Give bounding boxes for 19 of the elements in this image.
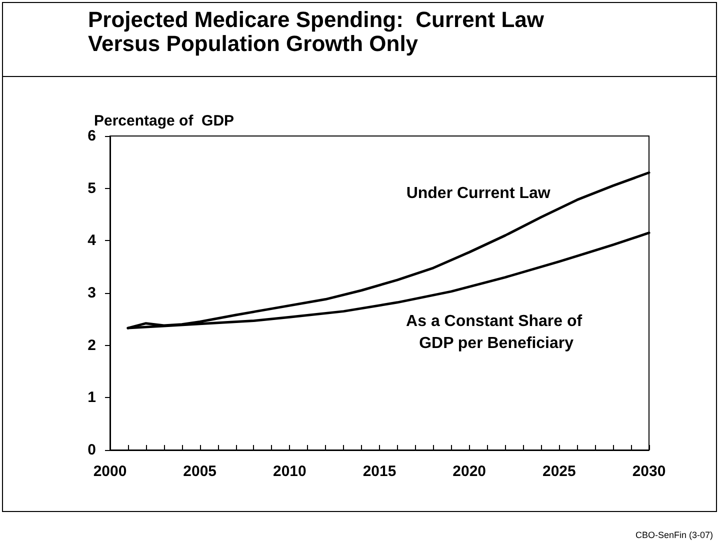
x-tick-label: 2010 (272, 463, 306, 480)
y-tick-label: 0 (88, 442, 96, 458)
x-tick-label: 2030 (632, 463, 666, 480)
series-label: Under Current Law (406, 185, 551, 202)
x-tick-label: 2025 (542, 463, 576, 480)
x-tick-label: 2005 (183, 463, 217, 480)
x-tick-label: 2020 (452, 463, 486, 480)
y-tick-label: 5 (88, 180, 96, 197)
text: CBO-SenFin (3-07) (635, 530, 713, 540)
series-label: As a Constant Share of GDP per Beneficiary (406, 312, 587, 352)
y-tick-label: 3 (88, 284, 96, 302)
x-tick-label: 2015 (362, 463, 396, 480)
x-tick-label: 2000 (93, 463, 127, 480)
y-tick-label: 2 (88, 336, 96, 354)
chart-title: Projected Medicare Spending: Current Law Versus Population Growth Only (88, 7, 545, 56)
y-tick-label: 4 (88, 232, 97, 250)
y-tick-label: 6 (88, 128, 96, 144)
y-axis-title: Percentage of GDP (94, 112, 234, 130)
y-tick-label: 1 (88, 389, 96, 406)
